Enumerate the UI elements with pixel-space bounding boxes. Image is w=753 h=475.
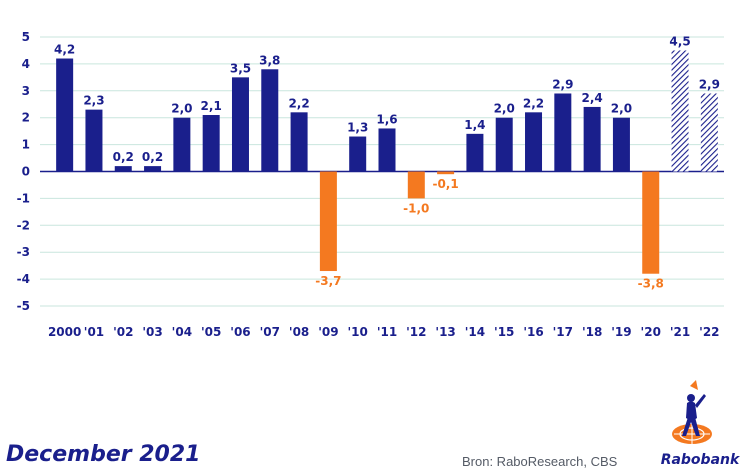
bar (495, 117, 513, 172)
x-tick-label: '04 (172, 325, 192, 339)
data-labels: 4,2 2,3 0,2 0,2 2,0 2,1 3,5 3,8 2,2 -3,7 1,3 1,6 -1,… (54, 34, 720, 290)
data-label: 4,2 (54, 43, 75, 57)
y-tick-label: -2 (17, 218, 30, 232)
x-tick-label: '16 (523, 325, 543, 339)
bar (407, 171, 425, 199)
bar (466, 133, 484, 172)
y-tick-label: -3 (17, 245, 30, 259)
x-tick-label: '14 (465, 325, 485, 339)
data-label: -3,7 (315, 274, 341, 288)
bar (85, 109, 103, 172)
data-label: 3,8 (259, 53, 280, 67)
y-tick-label: 2 (22, 111, 30, 125)
bar (583, 106, 601, 172)
rabobank-logo-icon (672, 380, 712, 444)
x-tick-label: '19 (611, 325, 631, 339)
x-tick-label: '17 (553, 325, 573, 339)
data-label: 1,6 (376, 112, 397, 126)
data-label: 1,4 (464, 118, 485, 132)
data-label: 2,3 (83, 94, 104, 108)
data-label: 3,5 (230, 61, 251, 75)
data-label: 2,1 (201, 99, 222, 113)
data-label: 4,5 (669, 34, 690, 48)
data-label: 2,9 (699, 77, 720, 91)
bar (349, 136, 367, 172)
x-tick-label: '09 (318, 325, 338, 339)
bar (525, 112, 543, 172)
y-tick-label: -1 (17, 191, 30, 205)
bar (554, 93, 572, 172)
data-label: -0,1 (432, 177, 458, 191)
bar (642, 171, 660, 274)
x-tick-label: '06 (230, 325, 250, 339)
data-label: 2,2 (523, 96, 544, 110)
forecast-bar (671, 50, 689, 172)
data-label: 2,4 (581, 91, 602, 105)
x-tick-label: '03 (142, 325, 162, 339)
y-tick-label: 3 (22, 84, 30, 98)
bar (173, 117, 191, 172)
x-tick-label: '07 (260, 325, 280, 339)
bar (290, 112, 308, 172)
bar (612, 117, 630, 172)
bar (319, 171, 337, 272)
data-label: 1,3 (347, 121, 368, 135)
y-tick-label: -5 (17, 299, 30, 313)
x-tick-label: '10 (348, 325, 368, 339)
logo-wordmark: Rabobank (660, 452, 740, 468)
bar (114, 166, 132, 172)
x-tick-label: '05 (201, 325, 221, 339)
x-tick-label: '08 (289, 325, 309, 339)
data-label: 2,0 (171, 102, 192, 116)
bar (144, 166, 162, 172)
x-tick-label: '21 (670, 325, 690, 339)
x-tick-label: '22 (699, 325, 719, 339)
x-tick-label: '02 (113, 325, 133, 339)
data-label: -1,0 (403, 201, 429, 215)
x-tick-label: '13 (435, 325, 455, 339)
bar (56, 58, 74, 172)
bars (56, 50, 718, 274)
x-tick-label: '11 (377, 325, 397, 339)
data-label: 0,2 (142, 150, 163, 164)
bar (437, 171, 455, 175)
x-axis-ticks: 2000'01 '02 '03 '04 '05 '06 '07 '08 '09 '10 '11 '12… (48, 325, 720, 339)
x-tick-label: '15 (494, 325, 514, 339)
data-label: 2,9 (552, 77, 573, 91)
y-tick-label: 4 (22, 57, 30, 71)
bar-chart: 5 4 3 2 1 0 -1 -2 -3 -4 -5 4,2 2,3 0,2 0,2 2,0 2,1 3,5 3,… (17, 30, 724, 339)
y-tick-label: -4 (17, 272, 30, 286)
x-tick-label: 2000 (48, 325, 81, 339)
data-label: 0,2 (113, 150, 134, 164)
data-label: 2,0 (494, 102, 515, 116)
bar (261, 69, 279, 172)
forecast-bar (700, 93, 718, 172)
y-tick-label: 1 (22, 138, 30, 152)
y-axis-ticks: 5 4 3 2 1 0 -1 -2 -3 -4 -5 (17, 30, 30, 313)
footer-source: Bron: RaboResearch, CBS (462, 454, 618, 469)
x-tick-label: '01 (84, 325, 104, 339)
x-tick-label: '20 (641, 325, 661, 339)
x-tick-label: '12 (406, 325, 426, 339)
rabobank-logo: Rabobank (652, 378, 748, 470)
y-tick-label: 0 (22, 165, 30, 179)
x-tick-label: '18 (582, 325, 602, 339)
data-label: -3,8 (638, 277, 664, 291)
y-tick-label: 5 (22, 30, 30, 44)
bar (202, 115, 220, 172)
bar (231, 77, 249, 172)
data-label: 2,2 (288, 96, 309, 110)
data-label: 2,0 (611, 102, 632, 116)
bar (378, 128, 396, 172)
footer-date: December 2021 (6, 442, 201, 467)
